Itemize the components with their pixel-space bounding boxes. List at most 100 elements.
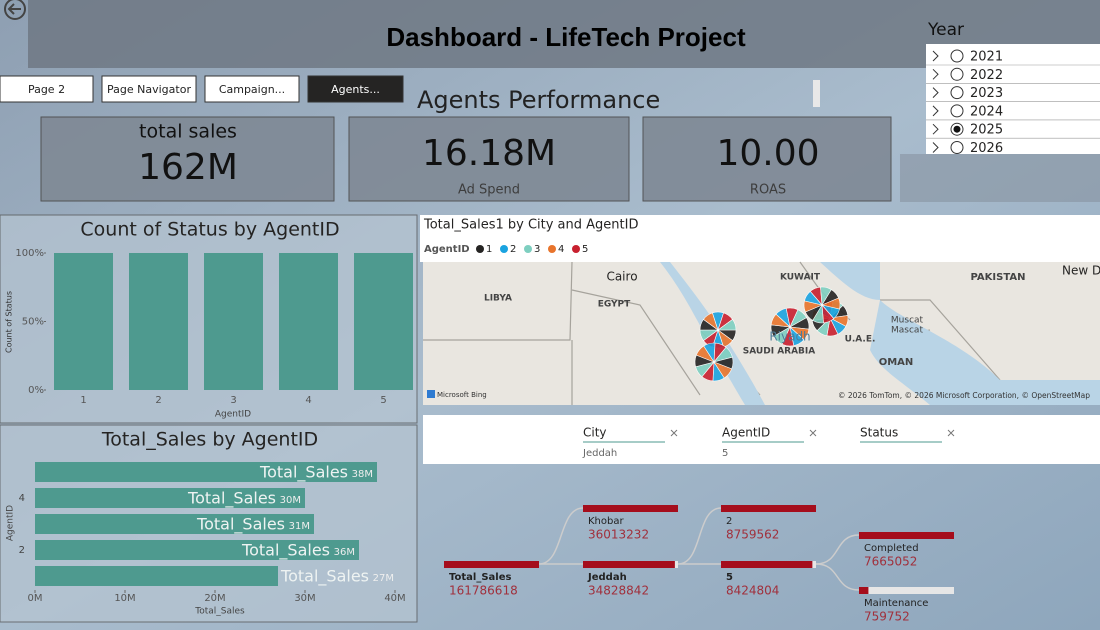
tree-connector [815,563,860,591]
y-tick-label: 50% [22,317,44,328]
bar[interactable] [35,566,278,586]
nav-button[interactable] [204,75,300,103]
expand-chevron[interactable] [932,50,939,62]
kpi-card [348,116,630,202]
bar[interactable] [35,540,359,560]
kpi-value: 16.18M [422,133,556,174]
x-tick-label: 4 [305,395,311,406]
map-label: Muscat [891,316,924,326]
tree-bar[interactable] [859,587,869,594]
filter-field: Status [860,426,898,440]
nav-button[interactable] [0,75,94,103]
tree-bar[interactable] [583,505,678,512]
header-bar [28,0,1100,68]
tree-bar[interactable] [721,505,816,512]
legend-label: 1 [486,244,492,255]
tree-node-value: 759752 [864,610,910,624]
map-label: OMAN [879,357,914,368]
filter-field: AgentID [722,426,770,440]
expand-chevron[interactable] [932,123,939,135]
map-title: Total_Sales1 by City and AgentID [423,218,638,233]
bar[interactable] [35,488,305,508]
x-tick-label: 3 [230,395,236,406]
radio[interactable] [950,86,964,100]
back-button[interactable] [4,0,26,20]
nav-button[interactable] [307,75,404,103]
map-header [420,215,1100,262]
tree-node-label: Total_Sales [449,572,511,583]
radio[interactable] [950,49,964,63]
map-label: KUWAIT [780,273,821,283]
tree-bar[interactable] [859,532,954,539]
map-label: Cairo [606,270,637,284]
map-pie-slice[interactable] [781,326,795,347]
bar[interactable] [54,253,113,390]
data-label-series: Total_Sales [187,489,276,509]
tree-node-label: Completed [864,543,919,554]
x-tick-label: 1 [80,395,86,406]
filter-clear[interactable] [947,429,955,437]
filter-clear[interactable] [670,429,678,437]
kpi-label: Ad Spend [458,183,520,198]
radio[interactable] [950,104,964,118]
kpi-value: 10.00 [716,133,819,174]
bar[interactable] [129,253,188,390]
radio[interactable] [950,141,964,154]
map-pie-slice[interactable] [717,319,737,331]
map-pie-slice[interactable] [713,361,733,379]
slicer-title: Year [927,20,964,40]
bar[interactable] [204,253,263,390]
data-label-series: Total_Sales [241,541,330,561]
expand-chevron[interactable] [932,68,939,80]
kpi-card [40,116,335,202]
x-tick-label: 0M [28,593,43,604]
tree-connector [677,507,722,565]
tree-bar[interactable] [583,561,675,568]
data-label: 31M [289,521,310,532]
map-label: Riyadh [769,330,810,344]
nav-button-label: Campaign... [219,83,285,96]
tree-bar-track [859,587,954,594]
data-label-series: Total_Sales [259,463,348,483]
chart-title: Count of Status by AgentID [80,219,339,241]
tree-node-value: 34828842 [588,584,649,598]
nav-button-label: Agents... [331,83,380,96]
bar[interactable] [35,462,377,482]
expand-chevron[interactable] [932,142,939,153]
tree-bar[interactable] [444,561,539,568]
legend-swatch [500,245,508,253]
nav-button[interactable] [101,75,197,103]
bar[interactable] [35,514,314,534]
bar[interactable] [279,253,338,390]
kpi-value: 162M [138,147,238,188]
tree-node-value: 8424804 [726,584,779,598]
expand-chevron[interactable] [932,105,939,117]
x-tick-label: 5 [380,395,386,406]
kpi-label: ROAS [750,183,786,198]
filter-value: Jeddah [582,448,617,459]
slicer-option: 2022 [970,68,1003,83]
radio[interactable] [950,67,964,81]
x-tick-label: 20M [204,593,225,604]
page-heading: Agents Performance [417,86,660,114]
filter-field: City [583,426,607,440]
expand-chevron[interactable] [932,87,939,98]
filter-clear[interactable] [809,429,817,437]
tree-bar[interactable] [721,561,813,568]
tree-node-label: Jeddah [587,572,627,583]
legend-swatch [548,245,556,253]
x-tick-label: 30M [294,593,315,604]
tree-node-value: 36013232 [588,528,649,542]
slicer-option: 2023 [970,86,1003,101]
slicer-shadow [900,154,1100,202]
tree-node-label: 2 [726,516,732,527]
map-label: New D [1062,264,1100,278]
data-label: 27M [373,573,394,584]
nav-button-label: Page 2 [28,83,65,96]
radio-dot [953,125,961,133]
data-label: 38M [352,469,373,480]
bar[interactable] [354,253,413,390]
map-pie-slice[interactable] [804,290,823,306]
scroll-thumb [813,80,820,107]
